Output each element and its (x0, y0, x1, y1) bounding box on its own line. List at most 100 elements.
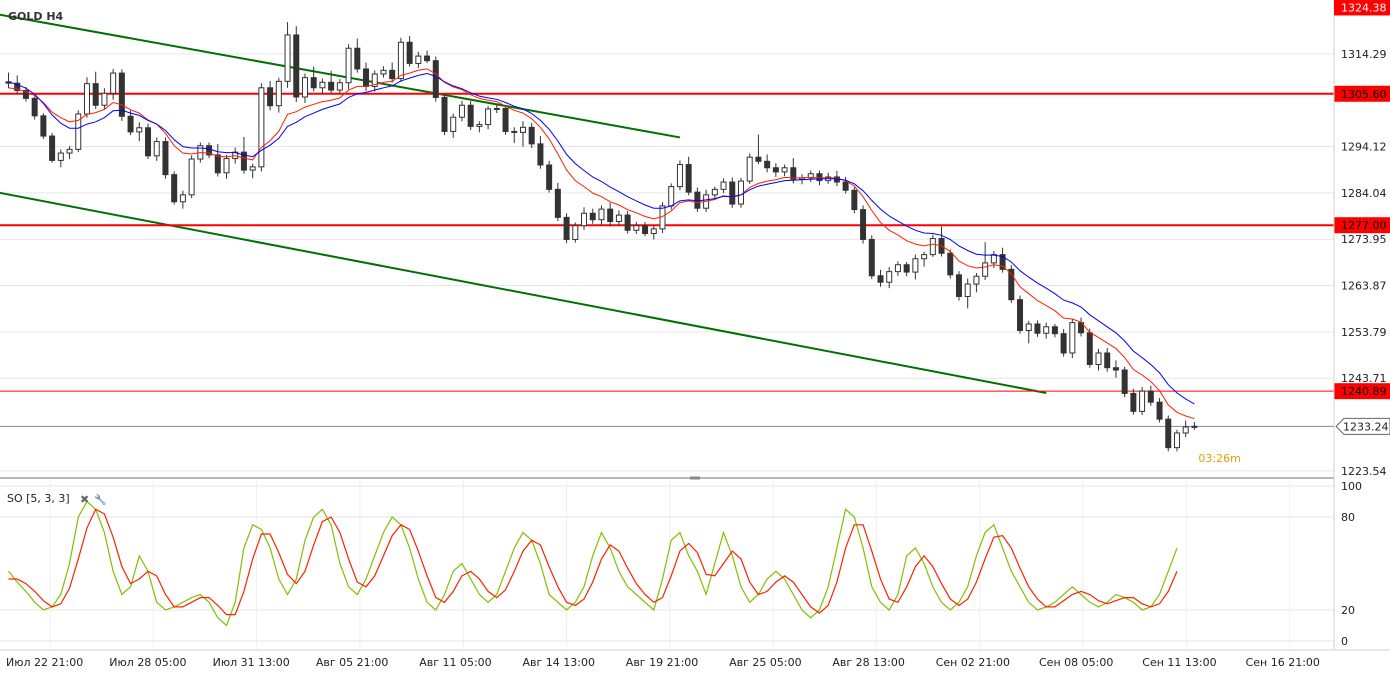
current-price-label: 1233.24 (1343, 420, 1389, 433)
price-grid (0, 53, 1334, 650)
time-tick-label: Сен 08 05:00 (1039, 656, 1113, 669)
candle-bear (1060, 333, 1067, 354)
candle-bull (1069, 322, 1076, 354)
candle-bear (546, 164, 553, 190)
candle-bear (328, 81, 335, 91)
candle-bull (301, 77, 308, 98)
candle-bear (999, 254, 1006, 270)
candle-bear (92, 83, 99, 106)
level-badge (1334, 85, 1390, 102)
candle-bull (982, 262, 989, 277)
candle-bear (49, 135, 56, 161)
horizontal-levels[interactable]: 1305.60 1277.00 1240.89 1233.24 (0, 85, 1390, 435)
candle-bull (720, 181, 727, 190)
candle-bull (1095, 352, 1102, 365)
candle-bull (668, 186, 675, 207)
candlesticks (5, 22, 1198, 452)
candle-bear (14, 82, 21, 92)
candle-bull (650, 228, 657, 234)
time-tick-label: Авг 11 05:00 (419, 656, 491, 669)
candle-bear (563, 216, 570, 240)
trendlines (0, 13, 1047, 394)
candle-bear (31, 97, 38, 117)
candle-bull (371, 73, 378, 87)
candle-bear (22, 90, 29, 99)
candle-bear (685, 164, 692, 193)
candle-bull (476, 124, 483, 127)
candle-bear (903, 264, 910, 273)
candle-bull (1191, 425, 1198, 428)
candle-bear (171, 174, 178, 203)
candle-bull (1139, 390, 1146, 412)
candle-bull (258, 87, 265, 168)
oscillator-close-icon[interactable]: ✖ (80, 493, 89, 506)
current-price-badge (1335, 417, 1390, 435)
candle-bear (1130, 392, 1137, 412)
candle-bull (581, 212, 588, 227)
oscillator-label: SO [5, 3, 3] (7, 492, 70, 505)
candle-bull (415, 55, 422, 64)
candle-bull (973, 275, 980, 285)
candle-bear (1121, 369, 1128, 394)
candle-bull (101, 92, 108, 106)
candle-bear (1051, 326, 1058, 335)
candle-bear (214, 154, 221, 174)
trendline (0, 13, 681, 139)
candle-bear (502, 107, 509, 132)
symbol-label: GOLD H4 (8, 10, 64, 23)
price-tick-label: 1223.54 (1341, 465, 1387, 478)
candle-bull (336, 82, 343, 91)
oscillator-settings-icon[interactable]: 🔧 (94, 493, 106, 506)
candle-bull (188, 158, 195, 196)
candle-bull (886, 271, 893, 283)
candle-bear (955, 274, 962, 297)
time-tick-label: Авг 19 21:00 (626, 656, 698, 669)
candle-bull (179, 194, 186, 203)
price-tick-label: 1284.04 (1341, 187, 1387, 200)
level-label: 1305.60 (1341, 88, 1387, 101)
candle-bull (57, 152, 64, 161)
candle-bear (624, 214, 631, 231)
candle-bull (284, 34, 291, 82)
candle-bear (145, 127, 152, 157)
candle-bull (1043, 326, 1050, 334)
level-label: 1277.00 (1341, 219, 1387, 232)
candle-bear (851, 189, 858, 211)
time-tick-label: Сен 11 13:00 (1142, 656, 1216, 669)
candle-bull (572, 225, 579, 240)
candle-bull (633, 225, 640, 231)
candle-bull (1173, 432, 1180, 449)
candle-bull (929, 238, 936, 256)
candle-bear (755, 156, 762, 162)
candle-bear (406, 41, 413, 64)
candle-bull (921, 254, 928, 260)
candle-bear (424, 55, 431, 62)
candle-bull (964, 283, 971, 297)
candle-bear (240, 151, 247, 171)
candle-bear (354, 47, 361, 70)
candle-bear (118, 72, 125, 117)
candle-bull (450, 116, 457, 132)
candle-bull (83, 83, 90, 115)
candle-bull (380, 69, 387, 75)
time-tick-label: Сен 16 21:00 (1246, 656, 1320, 669)
countdown-timer: 03:26m (1198, 452, 1240, 465)
candle-bear (607, 208, 614, 223)
candle-bear (293, 34, 300, 98)
candle-bear (1034, 323, 1041, 334)
moving-average-line (8, 68, 1195, 420)
candle-bear (1086, 332, 1093, 365)
time-tick-label: Авг 28 13:00 (832, 656, 904, 669)
candle-bear (1104, 352, 1111, 369)
time-tick-label: Июл 28 05:00 (109, 656, 186, 669)
overlay-labels: 03:26m (1198, 452, 1240, 465)
candle-bear (1165, 418, 1172, 449)
candle-bear (389, 69, 396, 80)
candle-bull (1182, 426, 1189, 434)
candle-bull (75, 113, 82, 150)
candle-bear (162, 141, 169, 176)
candle-bull (153, 141, 160, 157)
price-tick-label: 1314.29 (1341, 48, 1387, 61)
